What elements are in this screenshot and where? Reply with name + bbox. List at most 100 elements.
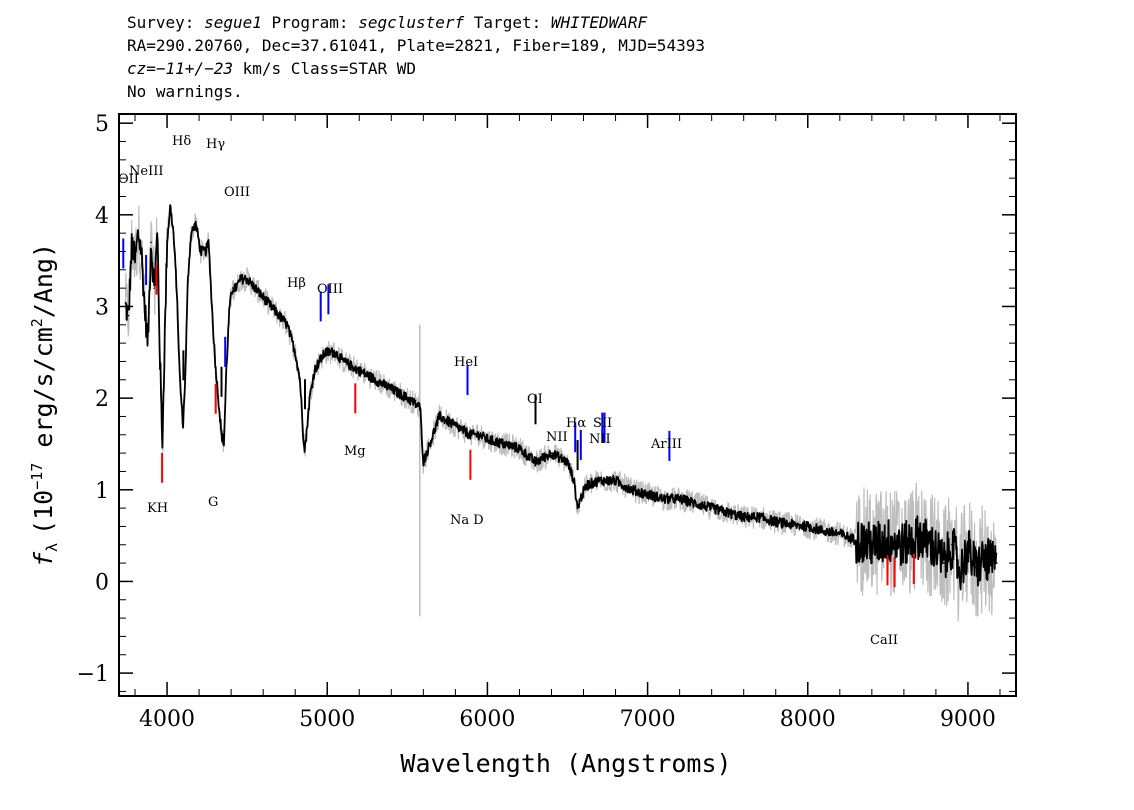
flux-point [161,443,163,445]
flux-point [576,507,579,509]
flux-point [710,507,713,509]
y-tick-label: 0 [95,570,109,595]
label-oi: OI [527,392,543,407]
flux-point [959,571,961,574]
axis-ticks: 4000 5000 6000 7000 8000 9000 −1 0 1 2 3 4 5 [77,112,1016,732]
x-tick-label: 8000 [780,707,836,732]
y-axis-symbol: f [29,551,58,567]
flux-point [903,544,905,546]
y-tick-label: 3 [95,295,109,320]
plot-frame [118,113,1017,697]
flux-error-band [124,203,998,622]
flux-point [406,397,409,399]
label-sii: SII [593,416,612,431]
y-axis-title: fλ (10−17 erg/s/cm2/Ang) [28,243,61,567]
program-value: segclusterf [358,13,465,32]
survey-label: Survey: [127,13,205,32]
label-na-d: Na D [450,513,484,528]
flux-point [235,287,237,289]
flux-point [313,369,316,372]
flux-point [573,479,575,482]
flux-point [550,452,553,454]
flux-point [299,379,301,381]
flux-point [726,511,729,514]
flux-point [153,287,155,289]
flux-point [318,360,321,363]
flux-point [199,250,202,253]
flux-point [807,525,809,528]
y-tick-label: 1 [95,479,109,504]
flux-point [211,305,213,308]
y-axis-exponent-2: 2 [28,318,46,327]
flux-point [534,461,537,464]
label-hdelta: Hδ [172,134,191,149]
label-hbeta: Hβ [287,276,306,291]
flux-point [324,351,327,354]
flux-point [967,548,969,551]
flux-point [585,484,588,487]
flux-point [217,397,220,399]
flux-point [239,278,242,280]
y-tick-label: −1 [77,662,109,687]
target-label: Target: [464,13,551,32]
flux-point [742,516,745,519]
flux-point [172,232,175,234]
label-halpha: Hα [566,416,586,431]
flux-point [140,250,143,253]
label-oiii-4363: OIII [224,185,250,200]
spectrum-header-warnings: No warnings. [127,82,243,101]
flux-point [207,241,210,244]
spectrum-header-coordinates: RA=290.20760, Dec=37.61041, Plate=2821, … [127,36,705,55]
label-hgamma: Hγ [206,137,225,152]
flux-point [419,406,421,409]
flux-series [124,204,998,591]
flux-point [228,305,231,308]
flux-point [486,438,489,441]
flux-point [166,241,168,244]
flux-point [294,351,297,354]
flux-point [195,223,197,225]
flux-point [678,498,681,500]
flux-point [131,241,133,244]
class-text: km/s Class=STAR WD [232,59,416,78]
flux-point [231,287,234,289]
label-neiii: NeIII [129,164,163,179]
flux-point [758,516,761,519]
flux-point [214,360,216,363]
flux-point [182,424,184,427]
flux-point [305,434,308,436]
flux-point [662,498,665,500]
flux-point [422,461,425,464]
flux-point [304,447,306,450]
label-hei: HeI [454,355,478,370]
flux-point [150,241,152,244]
x-tick-label: 5000 [299,707,355,732]
flux-point [943,562,945,564]
flux-point [646,493,649,496]
flux-point [187,278,189,280]
flux-point [579,498,582,500]
flux-point [855,539,857,541]
flux-point [919,534,921,537]
flux-point [694,502,697,505]
flux-point [308,397,311,399]
flux-point [175,287,178,289]
flux-point [454,424,457,427]
flux-point [390,388,393,390]
label-nii-6583: NII [589,432,611,447]
y-axis-exponent: −17 [28,463,46,490]
flux-point [286,324,289,326]
flux-point [614,479,617,482]
y-tick-label: 4 [95,204,109,229]
label-caii: CaII [870,633,898,648]
y-tick-label: 2 [95,387,109,412]
flux-point [159,351,161,354]
y-axis-prefix: (10 [29,490,58,535]
spectrum-header-redshift: cz=−11+/−23 km/s Class=STAR WD [127,57,416,80]
flux-point [935,548,937,551]
flux-point [278,314,281,317]
flux-point [566,461,569,464]
spectrum-header-survey: Survey: segue1 Program: segclusterf Targ… [127,11,647,34]
flux-point [342,360,345,363]
